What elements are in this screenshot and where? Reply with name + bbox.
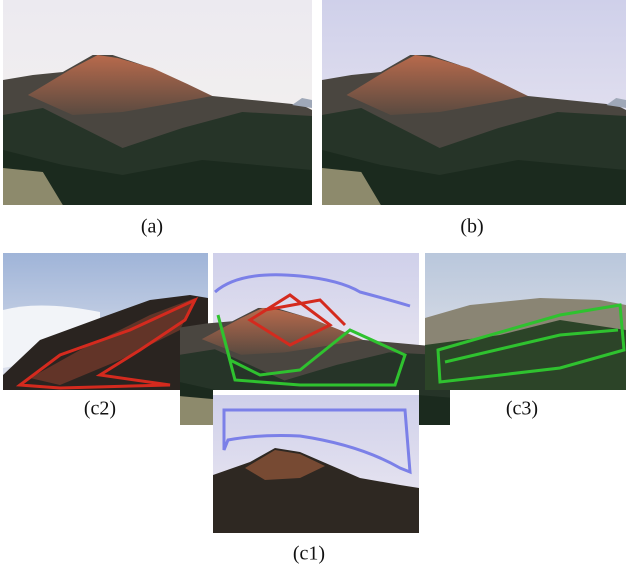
stroke-green	[216, 314, 407, 387]
panel-label: (c2)	[84, 398, 116, 420]
stroke-red	[247, 293, 347, 347]
panel-label: (c1)	[293, 543, 325, 565]
panel-c1: (c1)	[213, 395, 419, 565]
stroke-green	[436, 303, 626, 384]
photo-forest	[425, 320, 626, 390]
panel-label: (b)	[460, 216, 483, 238]
panel-label: (c3)	[506, 398, 538, 420]
panel-c2	[3, 253, 208, 390]
panel-c3: (c3)	[425, 253, 626, 420]
panel-b: (b)	[322, 0, 626, 238]
stroke-blue	[222, 408, 412, 475]
stroke-red	[15, 296, 199, 390]
stroke-blue	[214, 273, 411, 308]
photo-lit-face	[245, 450, 325, 480]
panel-label: (a)	[141, 216, 163, 238]
panel-a: (a)	[3, 0, 312, 238]
